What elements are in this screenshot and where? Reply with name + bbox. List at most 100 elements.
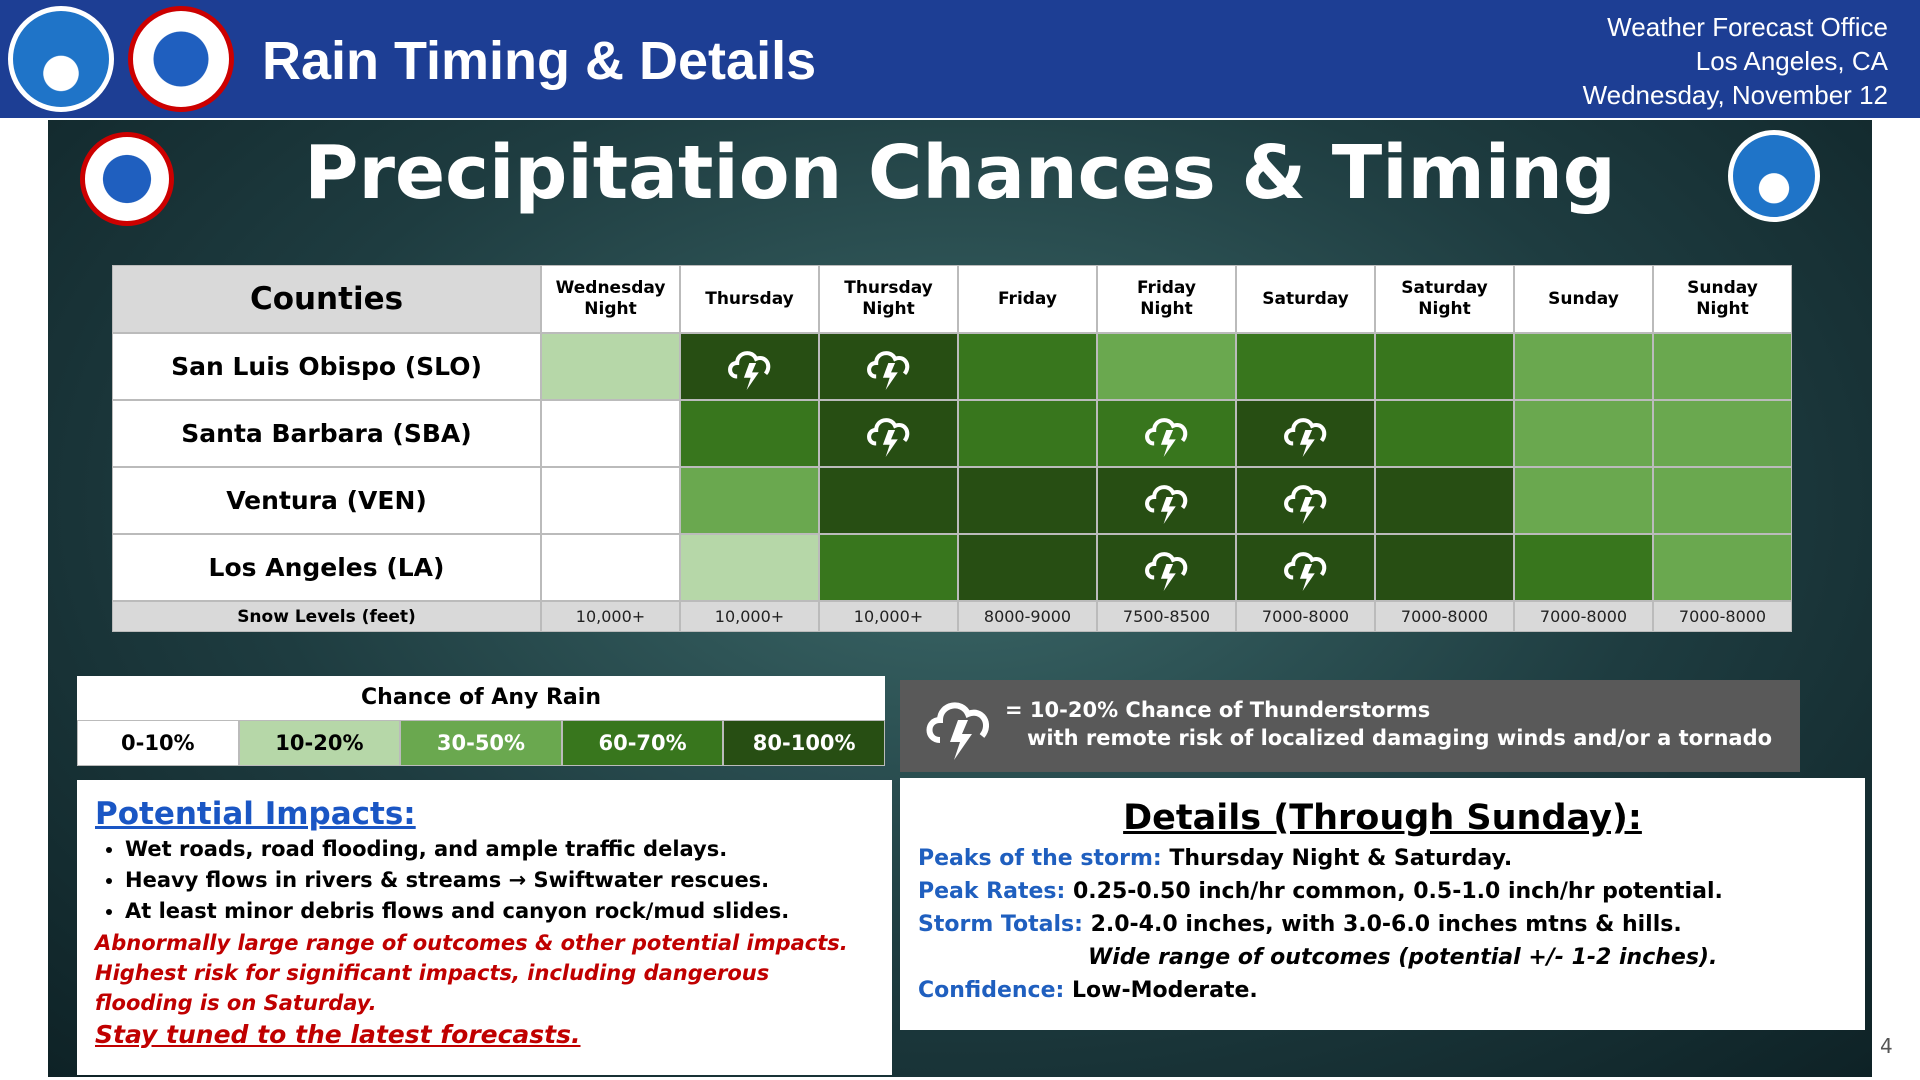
rain-cell (819, 333, 958, 400)
rain-cell (1653, 467, 1792, 534)
rain-cell (958, 400, 1097, 467)
header-title: Rain Timing & Details (262, 31, 817, 91)
snow-level: 10,000+ (541, 601, 680, 632)
detail-text: 2.0-4.0 inches, with 3.0-6.0 inches mtns… (1090, 912, 1682, 937)
legend-title: Chance of Any Rain (361, 685, 601, 710)
rain-cell (1653, 333, 1792, 400)
office-line: Wednesday, November 12 (1582, 80, 1888, 110)
legend-item: 60-70% (561, 720, 724, 766)
impacts-heading: Potential Impacts: (95, 796, 416, 832)
rain-cell (541, 467, 680, 534)
column-header: Saturday (1236, 265, 1375, 333)
column-header: Friday (958, 265, 1097, 333)
rain-cell (680, 467, 819, 534)
snow-level: 7000-8000 (1375, 601, 1514, 632)
details-list: Peaks of the storm: Thursday Night & Sat… (918, 842, 1723, 1007)
column-header: Sunday (1514, 265, 1653, 333)
rain-cell (680, 333, 819, 400)
impacts-list: Wet roads, road flooding, and ample traf… (77, 834, 885, 927)
detail-label: Confidence: (918, 978, 1065, 1003)
impact-bullet: Wet roads, road flooding, and ample traf… (125, 834, 885, 865)
snow-level: 7000-8000 (1514, 601, 1653, 632)
nws-logo (80, 132, 174, 226)
detail-text: Thursday Night & Saturday. (1169, 846, 1513, 871)
page-number: 4 (1880, 1034, 1893, 1058)
column-header: Sunday Night (1653, 265, 1792, 333)
noaa-logo (1728, 130, 1820, 222)
column-header: Thursday Night (819, 265, 958, 333)
detail-note: Wide range of outcomes (potential +/- 1-… (1088, 945, 1718, 970)
thunder-icon (1283, 417, 1326, 457)
detail-row: Confidence: Low-Moderate. (918, 974, 1723, 1007)
rain-cell (1236, 400, 1375, 467)
rain-cell (1236, 333, 1375, 400)
thunder-icon (1283, 551, 1326, 591)
table-corner: Counties (112, 265, 541, 333)
noaa-logo (8, 6, 114, 112)
legend-item: 10-20% (238, 720, 401, 766)
snow-label: Snow Levels (feet) (112, 601, 541, 632)
rain-cell (819, 400, 958, 467)
rain-cell (1236, 534, 1375, 601)
county-name: San Luis Obispo (SLO) (112, 333, 541, 400)
thunder-icon (1144, 417, 1187, 457)
legend-item: 30-50% (400, 720, 562, 766)
legend-item: 0-10% (77, 720, 239, 766)
detail-row: Peak Rates: 0.25-0.50 inch/hr common, 0.… (918, 875, 1723, 908)
thunder-line: with remote risk of localized damaging w… (1027, 726, 1773, 750)
detail-text: 0.25-0.50 inch/hr common, 0.5-1.0 inch/h… (1072, 879, 1723, 904)
impacts-warning: Abnormally large range of outcomes & oth… (95, 931, 848, 1015)
rain-cell (541, 333, 680, 400)
thunder-icon (866, 417, 909, 457)
snow-level: 10,000+ (819, 601, 958, 632)
rain-cell (1375, 534, 1514, 601)
rain-cell (819, 534, 958, 601)
header-bar: Rain Timing & Details Weather Forecast O… (0, 0, 1920, 118)
rain-cell (1514, 467, 1653, 534)
office-info: Weather Forecast Office Los Angeles, CA … (1583, 10, 1888, 112)
rain-cell (819, 467, 958, 534)
rain-cell (1375, 400, 1514, 467)
rain-cell (1375, 467, 1514, 534)
legend: Chance of Any Rain 0-10% 10-20% 30-50% 60-7… (77, 676, 885, 766)
thunder-text: = 10-20% Chance of Thunderstorms with re… (1005, 696, 1772, 752)
rain-cell (1097, 467, 1236, 534)
snow-level: 7000-8000 (1236, 601, 1375, 632)
rain-cell (541, 400, 680, 467)
rain-cell (1514, 333, 1653, 400)
rain-cell (1097, 400, 1236, 467)
rain-cell (680, 534, 819, 601)
impacts-box: Potential Impacts: Wet roads, road flood… (77, 780, 892, 1075)
thunder-icon (866, 350, 909, 390)
slide-title: Precipitation Chances & Timing (304, 130, 1616, 216)
impacts-tuned: Stay tuned to the latest forecasts. (95, 1020, 581, 1049)
detail-text: Low-Moderate. (1072, 978, 1258, 1003)
column-header: Friday Night (1097, 265, 1236, 333)
snow-level: 7500-8500 (1097, 601, 1236, 632)
detail-row: Peaks of the storm: Thursday Night & Sat… (918, 842, 1723, 875)
county-name: Los Angeles (LA) (112, 534, 541, 601)
county-name: Santa Barbara (SBA) (112, 400, 541, 467)
rain-cell (1097, 534, 1236, 601)
thunder-line: = 10-20% Chance of Thunderstorms (1005, 698, 1431, 722)
rain-cell (680, 400, 819, 467)
office-line: Weather Forecast Office (1607, 12, 1888, 42)
thunder-icon (727, 350, 770, 390)
rain-cell (1236, 467, 1375, 534)
detail-label: Peaks of the storm: (918, 846, 1162, 871)
rain-cell (958, 467, 1097, 534)
details-heading: Details (Through Sunday): (1123, 798, 1642, 838)
thunder-icon (1144, 484, 1187, 524)
impact-bullet: Heavy flows in rivers & streams → Swiftw… (125, 865, 885, 896)
rain-cell (958, 534, 1097, 601)
thunder-icon (926, 702, 989, 760)
impact-bullet: At least minor debris flows and canyon r… (125, 896, 885, 927)
rain-cell (1653, 534, 1792, 601)
thunder-note: = 10-20% Chance of Thunderstorms with re… (900, 680, 1800, 772)
rain-cell (1653, 400, 1792, 467)
detail-label: Peak Rates: (918, 879, 1066, 904)
rain-cell (541, 534, 680, 601)
rain-cell (1514, 400, 1653, 467)
snow-level: 7000-8000 (1653, 601, 1792, 632)
